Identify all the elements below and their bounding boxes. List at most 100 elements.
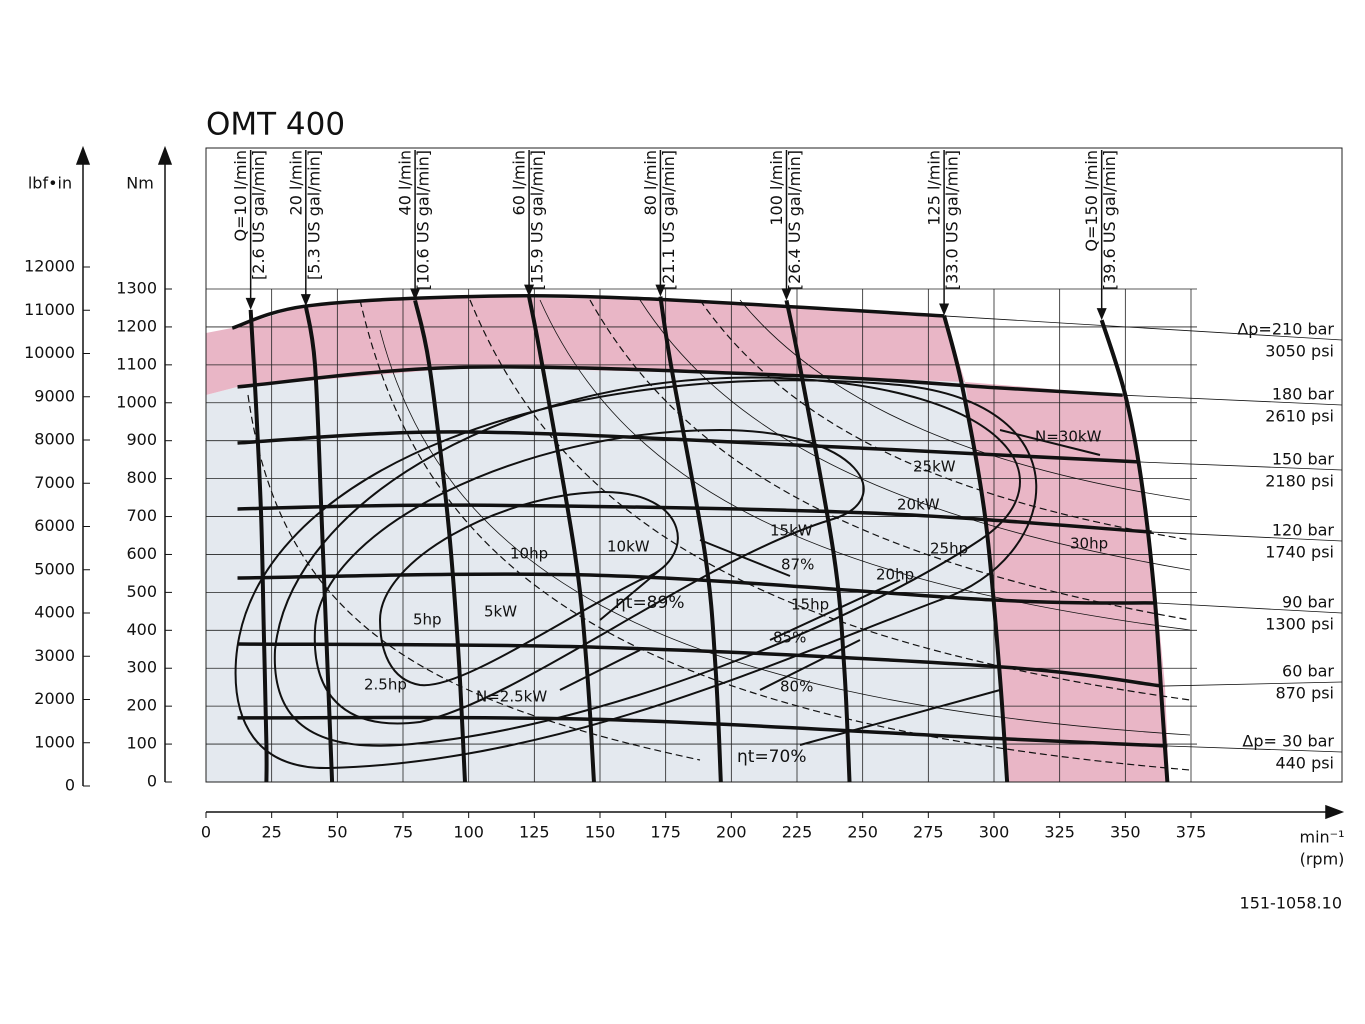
pressure-line <box>237 715 1168 748</box>
flow-line <box>527 296 596 783</box>
pressure-line <box>237 642 1163 688</box>
pressure-psi: 3050 psi <box>1265 342 1334 361</box>
x-tick-label: 350 <box>1110 823 1141 842</box>
y-tick-label: 800 <box>126 468 157 487</box>
flow-arrowhead <box>1096 308 1107 321</box>
y2-tick-label: 11000 <box>24 300 75 319</box>
y-tick-label: 1100 <box>116 354 157 373</box>
y-tick-label: 700 <box>126 506 157 525</box>
flow-label-us: [39.6 US gal/min] <box>1100 150 1119 290</box>
x-tick-label: 225 <box>782 823 813 842</box>
flow-line <box>658 296 723 783</box>
pressure-leader <box>1162 681 1343 687</box>
pressure-psi: 1740 psi <box>1265 543 1334 562</box>
y-tick-label: 600 <box>126 544 157 563</box>
flow-label-us: [26.4 US gal/min] <box>785 150 804 290</box>
x-tick-label: 125 <box>519 823 550 842</box>
y-axis-label: Nm <box>126 174 154 193</box>
pressure-leader <box>1167 745 1343 753</box>
y-tick-label: 1200 <box>116 316 157 335</box>
y2-tick-label: 10000 <box>24 343 75 362</box>
annotations: N=30kW 25kW 20kW 15kW 10kW 5kW N=2.5kW 3… <box>364 428 1108 768</box>
pressure-line <box>237 430 1139 464</box>
annotation: ηt=70% <box>737 747 806 767</box>
y2-tick-label: 5000 <box>34 559 75 578</box>
annotation: 10kW <box>607 538 650 556</box>
x-tick-label: 325 <box>1044 823 1075 842</box>
annotation: N=30kW <box>1035 428 1102 446</box>
x-tick-label: 25 <box>261 823 281 842</box>
annotation: 20kW <box>897 496 940 514</box>
chart-title: OMT 400 <box>206 107 345 143</box>
figure-code: 151-1058.10 <box>1240 894 1342 913</box>
annotation: 87% <box>781 556 814 574</box>
annotation: 15kW <box>770 522 813 540</box>
y2-tick-label: 4000 <box>34 603 75 622</box>
flow-line <box>1099 319 1170 783</box>
y-tick-label: 1300 <box>116 279 157 298</box>
flow-label: 125 l/min <box>925 150 944 226</box>
flow-label: 20 l/min <box>286 150 305 215</box>
pressure-line <box>237 365 1123 397</box>
y-tick-label: 1000 <box>116 392 157 411</box>
plot <box>231 150 1343 783</box>
flow-label: 40 l/min <box>396 150 415 215</box>
pressure-leader <box>944 315 1343 341</box>
annotation: ηt=89% <box>615 593 684 613</box>
flow-arrowhead <box>300 294 311 307</box>
flow-line <box>413 299 467 783</box>
y-tick-label: 500 <box>126 582 157 601</box>
y2-tick-label: 9000 <box>34 386 75 405</box>
pressure-psi: 2610 psi <box>1265 407 1334 426</box>
x-axis-label: min⁻¹ <box>1299 828 1344 847</box>
y-tick-label: 300 <box>126 658 157 677</box>
x-tick-label: 50 <box>327 823 347 842</box>
pressure-label: 60 bar <box>1282 662 1334 681</box>
flow-label-us: [10.6 US gal/min] <box>414 150 433 290</box>
y-tick-label: 200 <box>126 696 157 715</box>
flow-label: 100 l/min <box>767 150 786 226</box>
flow-arrowhead <box>410 288 421 301</box>
x-tick-label: 100 <box>453 823 484 842</box>
flow-label: 80 l/min <box>641 150 660 215</box>
annotation: 85% <box>773 629 806 647</box>
pressure-leader <box>1138 461 1343 471</box>
annotation: 2.5hp <box>364 676 407 694</box>
intermittent-area <box>206 297 1169 782</box>
y2-tick-label: 0 <box>65 776 75 795</box>
x-tick-label: 250 <box>847 823 878 842</box>
flow-label: Q=150 l/min <box>1082 150 1101 252</box>
flow-label-us: [33.0 US gal/min] <box>943 150 962 290</box>
annotation: 5hp <box>413 611 442 629</box>
flow-line <box>784 299 852 783</box>
annotation: 25hp <box>930 540 968 558</box>
pressure-psi: 440 psi <box>1275 754 1334 773</box>
annotation: N=2.5kW <box>476 688 547 706</box>
pressure-label: 180 bar <box>1272 385 1335 404</box>
x-tick-label: 75 <box>393 823 413 842</box>
y2-tick-label: 12000 <box>24 257 75 276</box>
pressure-label: Δp=210 bar <box>1237 320 1334 339</box>
grid <box>205 288 1197 783</box>
flow-line <box>303 305 335 783</box>
flow-line <box>248 309 269 783</box>
pressure-line <box>237 503 1152 534</box>
y2-tick-label: 3000 <box>34 646 75 665</box>
flow-label: Q=10 l/min <box>231 150 250 241</box>
x-tick-label: 375 <box>1176 823 1207 842</box>
pressure-psi: 870 psi <box>1275 684 1334 703</box>
x-axis-unit: (rpm) <box>1300 850 1345 869</box>
flow-arrowhead <box>245 297 256 310</box>
pressure-label: 150 bar <box>1272 450 1335 469</box>
pressure-psi: 2180 psi <box>1265 472 1334 491</box>
y2-tick-label: 8000 <box>34 430 75 449</box>
annotation: 10hp <box>510 545 548 563</box>
flow-line <box>942 315 1010 783</box>
flow-label: 60 l/min <box>510 150 529 215</box>
y-tick-label: 100 <box>126 734 157 753</box>
y-tick-label: 0 <box>147 772 157 791</box>
y2-tick-label: 6000 <box>34 516 75 535</box>
y2-axis-label: lbf•in <box>28 174 72 193</box>
flow-label-us: [15.9 US gal/min] <box>528 150 547 290</box>
annotation: 80% <box>780 678 813 696</box>
